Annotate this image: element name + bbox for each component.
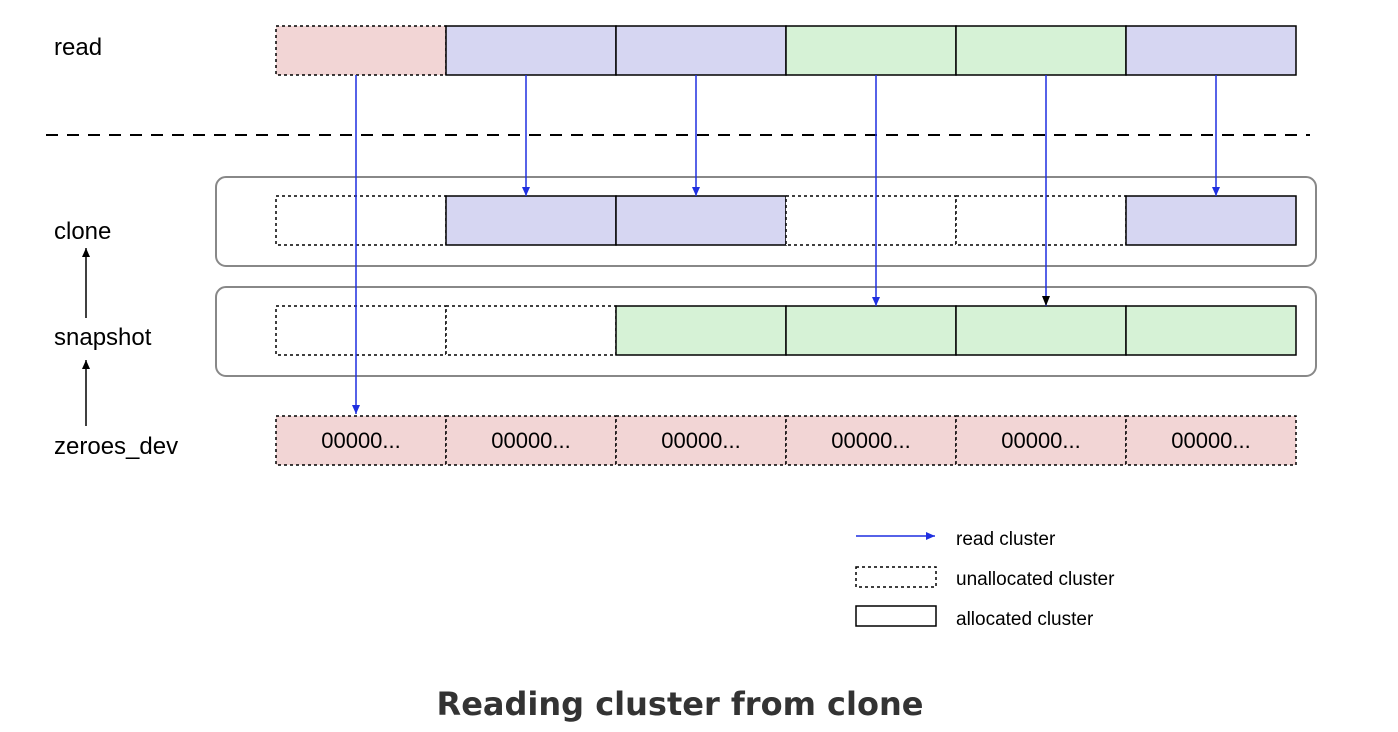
- read-cell-5: [955, 25, 1127, 76]
- legend-allocated-swatch: [855, 605, 937, 627]
- row-label-snapshot: snapshot: [54, 324, 152, 351]
- legend-unallocated-swatch: [855, 566, 937, 588]
- clone-cell-3: [615, 195, 787, 246]
- clone-cell-4: [785, 195, 957, 246]
- zeroes-dev-cell-text-2: 00000...: [491, 428, 571, 453]
- zeroes-dev-cell-text-4: 00000...: [831, 428, 911, 453]
- snapshot-cell-3: [615, 305, 787, 356]
- zeroes-dev-cell-text-5: 00000...: [1001, 428, 1081, 453]
- clone-row-cells: [275, 195, 1297, 246]
- snapshot-cell-5: [955, 305, 1127, 356]
- zeroes-dev-cell-text-6: 00000...: [1171, 428, 1251, 453]
- read-cell-3: [615, 25, 787, 76]
- clone-frame: [215, 176, 1317, 267]
- read-cell-1: [275, 25, 447, 76]
- zeroes-dev-row-cells: 00000... 00000... 00000... 00000... 00000...…: [275, 415, 1297, 466]
- row-label-read: read: [54, 34, 102, 61]
- snapshot-cell-4: [785, 305, 957, 356]
- zeroes-dev-cell-text-1: 00000...: [321, 428, 401, 453]
- snapshot-cell-6: [1125, 305, 1297, 356]
- zeroes-dev-cell-6: [1125, 415, 1297, 466]
- read-row-cells: [275, 25, 1297, 76]
- zeroes-dev-cell-4: [785, 415, 957, 466]
- snapshot-row-cells: [275, 305, 1297, 356]
- snapshot-frame: [215, 286, 1317, 377]
- zeroes-dev-cell-text-3: 00000...: [661, 428, 741, 453]
- legend: read cluster unallocated cluster allocat…: [855, 529, 1115, 630]
- read-arrows: [352, 75, 1220, 414]
- read-cell-4: [785, 25, 957, 76]
- zeroes-dev-cell-1: [275, 415, 447, 466]
- snapshot-cell-1: [275, 305, 447, 356]
- row-label-zeroes-dev: zeroes_dev: [54, 433, 178, 460]
- clone-cell-1: [275, 195, 447, 246]
- read-arrow-5-head: [1042, 296, 1050, 306]
- clone-cell-2: [445, 195, 617, 246]
- clone-cell-6: [1125, 195, 1297, 246]
- read-cell-2: [445, 25, 617, 76]
- read-cell-6: [1125, 25, 1297, 76]
- snapshot-cell-2: [445, 305, 617, 356]
- zeroes-dev-cell-3: [615, 415, 787, 466]
- legend-read-cluster-label: read cluster: [956, 529, 1056, 550]
- clone-cell-5: [955, 195, 1127, 246]
- legend-allocated-cluster-label: allocated cluster: [956, 609, 1094, 630]
- diagram-title: Reading cluster from clone: [437, 685, 924, 723]
- row-label-clone: clone: [54, 218, 111, 245]
- legend-unallocated-cluster-label: unallocated cluster: [956, 569, 1115, 590]
